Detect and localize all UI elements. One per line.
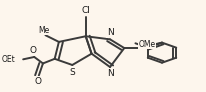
Text: N: N — [106, 69, 113, 78]
Text: Cl: Cl — [81, 6, 90, 15]
Text: S: S — [69, 68, 75, 77]
Text: O: O — [29, 46, 36, 55]
Text: N: N — [106, 28, 113, 37]
Text: Me: Me — [38, 26, 49, 35]
Text: OEt: OEt — [2, 55, 15, 64]
Text: O: O — [34, 77, 41, 86]
Text: OMe: OMe — [138, 40, 155, 49]
